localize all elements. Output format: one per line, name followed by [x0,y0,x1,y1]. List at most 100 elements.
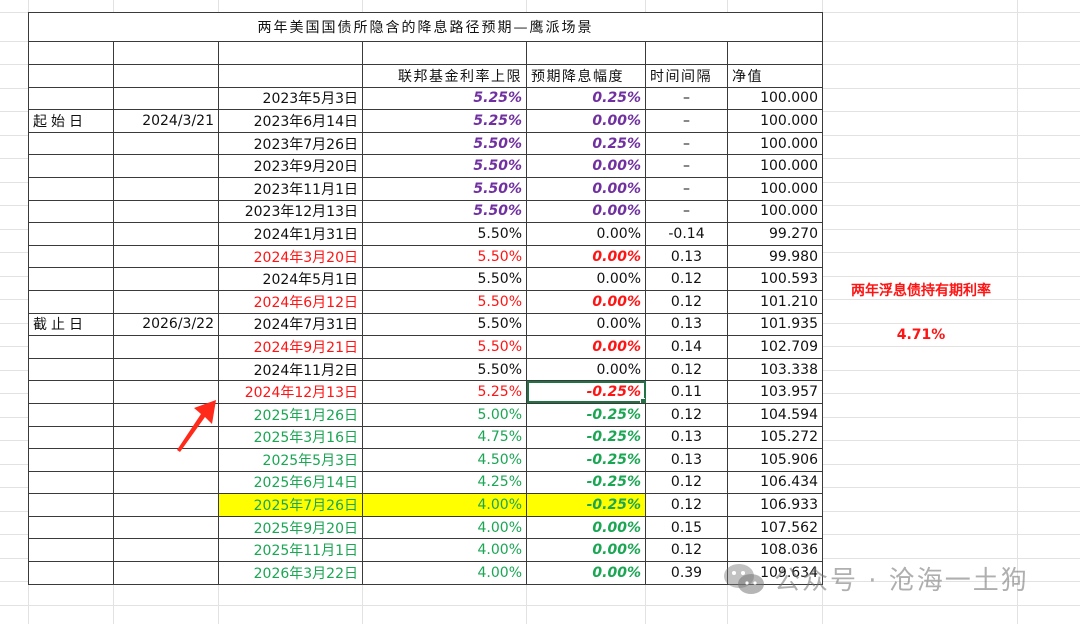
cell[interactable] [28,493,114,517]
interval-cell[interactable]: – [645,176,728,201]
cut-cell[interactable]: 0.00% [526,222,646,246]
interval-cell[interactable]: 0.12 [645,289,728,314]
date-cell[interactable]: 2025年3月16日 [218,425,363,450]
cell[interactable] [28,402,114,427]
rate-cell[interactable]: 4.00% [362,493,527,517]
cell[interactable] [28,561,114,585]
date-cell[interactable]: 2023年9月20日 [218,154,363,178]
end-date[interactable]: 2026/3/22 [113,312,219,337]
date-cell[interactable]: 2023年12月13日 [218,199,363,224]
cell[interactable] [28,176,114,201]
cell[interactable] [28,448,114,472]
nav-cell[interactable]: 100.593 [727,267,823,291]
rate-cell[interactable]: 4.50% [362,448,527,472]
interval-cell[interactable]: 0.12 [645,402,728,427]
interval-cell[interactable]: – [645,86,728,111]
cell[interactable] [113,561,219,585]
date-cell[interactable]: 2024年12月13日 [218,380,363,404]
cut-cell[interactable]: -0.25% [526,425,646,450]
rate-cell[interactable]: 5.50% [362,267,527,291]
cell[interactable] [113,289,219,314]
cell[interactable] [113,176,219,201]
cell[interactable] [28,380,114,404]
cell[interactable] [727,41,823,65]
interval-cell[interactable]: – [645,109,728,133]
date-cell[interactable]: 2025年6月14日 [218,470,363,495]
cell[interactable] [362,41,527,65]
cell[interactable] [113,64,219,88]
rate-cell[interactable]: 5.00% [362,402,527,427]
interval-cell[interactable]: – [645,199,728,224]
header-fed-rate[interactable]: 联邦基金利率上限 [362,64,527,88]
date-cell[interactable]: 2024年1月31日 [218,222,363,246]
interval-cell[interactable]: 0.12 [645,493,728,517]
interval-cell[interactable]: 0.13 [645,312,728,337]
nav-cell[interactable]: 103.957 [727,380,823,404]
rate-cell[interactable]: 5.50% [362,289,527,314]
cell[interactable] [28,267,114,291]
end-label[interactable]: 截止日 [28,312,114,337]
cell[interactable] [28,425,114,450]
nav-cell[interactable]: 102.709 [727,335,823,359]
header-nav[interactable]: 净值 [727,64,823,88]
date-cell[interactable]: 2023年5月3日 [218,86,363,111]
cell[interactable] [113,493,219,517]
nav-cell[interactable]: 104.594 [727,402,823,427]
date-cell[interactable]: 2024年7月31日 [218,312,363,337]
date-cell[interactable]: 2025年11月1日 [218,538,363,563]
interval-cell[interactable]: 0.14 [645,335,728,359]
cell[interactable] [113,357,219,382]
nav-cell[interactable]: 107.562 [727,515,823,540]
cell[interactable] [113,199,219,224]
cell[interactable] [113,86,219,111]
rate-cell[interactable]: 4.25% [362,470,527,495]
cell[interactable] [113,515,219,540]
cut-cell[interactable]: -0.25% [526,402,646,427]
cell[interactable] [28,199,114,224]
date-cell[interactable]: 2025年7月26日 [218,493,363,517]
interval-cell[interactable]: – [645,131,728,156]
cell[interactable] [28,335,114,359]
rate-cell[interactable]: 4.00% [362,515,527,540]
nav-cell[interactable]: 106.434 [727,470,823,495]
nav-cell[interactable]: 105.272 [727,425,823,450]
header-interval[interactable]: 时间间隔 [645,64,728,88]
cut-cell[interactable]: 0.00% [526,561,646,585]
date-cell[interactable]: 2025年5月3日 [218,448,363,472]
cell[interactable] [28,470,114,495]
date-cell[interactable]: 2023年11月1日 [218,176,363,201]
cell[interactable] [113,470,219,495]
rate-cell[interactable]: 5.50% [362,176,527,201]
cut-cell[interactable]: 0.00% [526,244,646,269]
rate-cell[interactable]: 5.25% [362,86,527,111]
cut-cell[interactable]: 0.00% [526,176,646,201]
nav-cell[interactable]: 100.000 [727,154,823,178]
cell[interactable] [28,357,114,382]
rate-cell[interactable]: 5.50% [362,199,527,224]
rate-cell[interactable]: 5.50% [362,222,527,246]
cut-cell[interactable]: 0.00% [526,154,646,178]
nav-cell[interactable]: 100.000 [727,109,823,133]
rate-cell[interactable]: 4.75% [362,425,527,450]
date-cell[interactable]: 2024年6月12日 [218,289,363,314]
cut-cell[interactable]: 0.00% [526,267,646,291]
cell[interactable] [113,335,219,359]
interval-cell[interactable]: 0.13 [645,244,728,269]
nav-cell[interactable]: 108.036 [727,538,823,563]
nav-cell[interactable]: 99.980 [727,244,823,269]
nav-cell[interactable]: 99.270 [727,222,823,246]
sheet-title[interactable]: 两年美国国债所隐含的降息路径预期—鹰派场景 [28,12,823,42]
cut-cell[interactable]: 0.25% [526,131,646,156]
cut-cell[interactable]: 0.00% [526,538,646,563]
interval-cell[interactable]: 0.12 [645,357,728,382]
cell[interactable] [28,64,114,88]
cell[interactable] [526,41,646,65]
cut-cell[interactable]: 0.00% [526,289,646,314]
cell[interactable] [113,154,219,178]
interval-cell[interactable]: 0.39 [645,561,728,585]
fill-handle[interactable] [640,397,645,403]
date-cell[interactable]: 2023年6月14日 [218,109,363,133]
interval-cell[interactable]: 0.12 [645,267,728,291]
rate-cell[interactable]: 5.25% [362,109,527,133]
rate-cell[interactable]: 5.50% [362,244,527,269]
